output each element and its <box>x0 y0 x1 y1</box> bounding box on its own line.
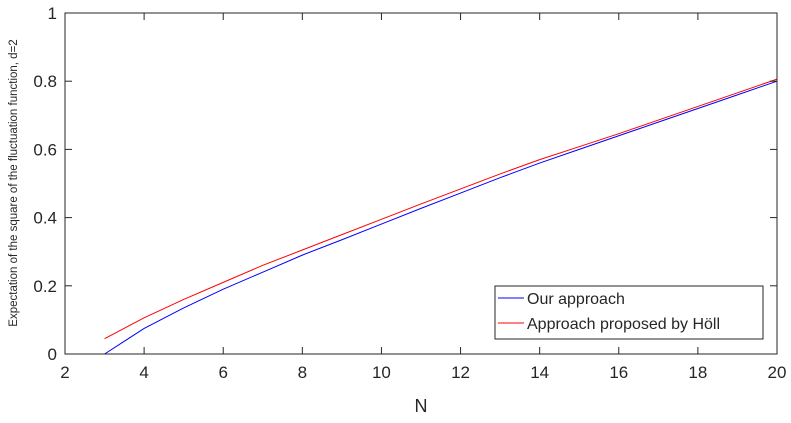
x-axis-label: N <box>415 396 428 416</box>
x-tick-label: 18 <box>688 363 707 382</box>
legend: Our approach Approach proposed by Höll <box>494 285 764 340</box>
y-tick-label: 0.8 <box>33 72 57 91</box>
y-tick-label: 0.2 <box>33 277 57 296</box>
axes-layer <box>64 12 778 355</box>
y-axis-label: Expectation of the square of the fluctua… <box>8 39 20 326</box>
legend-label-our-approach: Our approach <box>527 291 625 308</box>
x-tick-label: 20 <box>768 363 787 382</box>
x-tick-label: 14 <box>530 363 549 382</box>
y-tick-label: 0 <box>48 345 57 364</box>
axes-box <box>64 12 778 355</box>
x-tick-label: 6 <box>218 363 227 382</box>
y-tick-label: 1 <box>48 4 57 23</box>
x-tick-label: 16 <box>609 363 628 382</box>
series-line-holl <box>104 78 778 340</box>
x-tick-label: 8 <box>298 363 307 382</box>
x-tick-label: 12 <box>451 363 470 382</box>
legend-box <box>494 285 764 340</box>
y-tick-label: 0.4 <box>33 209 57 228</box>
series-line-our-approach <box>104 80 778 355</box>
x-tick-label: 2 <box>60 363 69 382</box>
ticks-layer: 2 4 6 8 10 12 14 16 18 20 0 0.2 0.4 0.6 0.8 1 <box>33 4 786 382</box>
x-tick-label: 4 <box>139 363 148 382</box>
x-tick-label: 10 <box>372 363 391 382</box>
y-tick-label: 0.6 <box>33 140 57 159</box>
series-layer <box>104 78 778 355</box>
legend-label-holl: Approach proposed by Höll <box>527 316 720 333</box>
